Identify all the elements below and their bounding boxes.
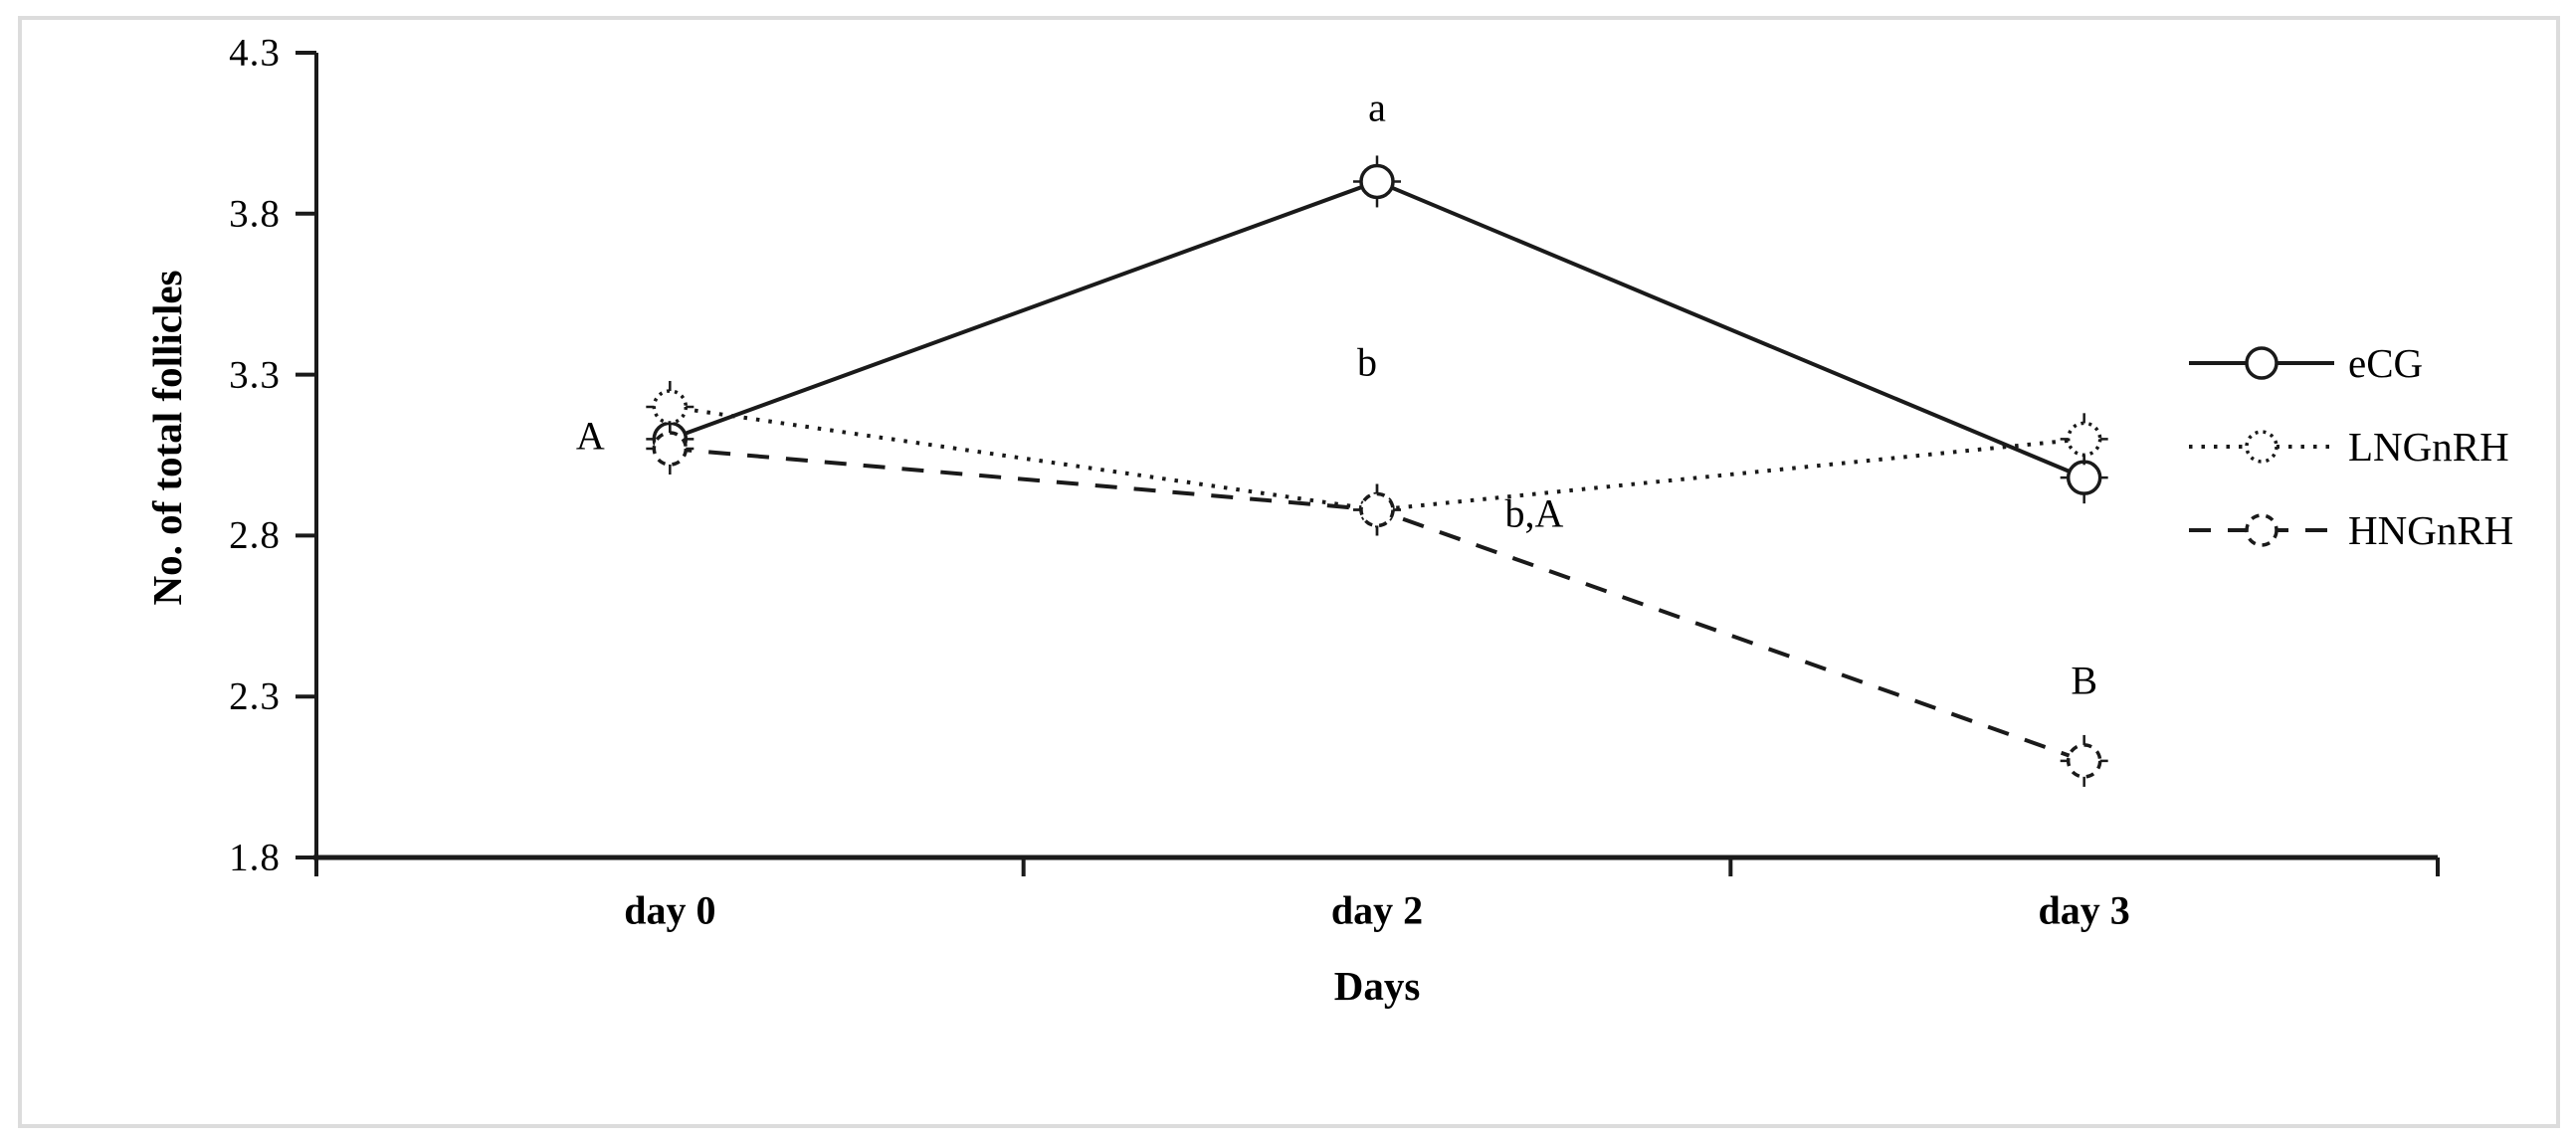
legend-sample-dashed-line-icon (2189, 513, 2334, 547)
x-axis-title: Days (1333, 963, 1421, 1009)
y-axis-title: No. of total follicles (144, 270, 190, 606)
annotation-A: A (575, 413, 605, 459)
series-line-ecg (669, 179, 2085, 479)
x-category-label: day 3 (2038, 887, 2130, 933)
data-point-hngnrh (652, 431, 689, 467)
data-point-lngnrh (652, 389, 689, 425)
y-tick-label: 3.8 (229, 192, 281, 236)
y-tick-label: 2.3 (229, 674, 281, 718)
legend-item-lngnrh: LNGnRH (2187, 405, 2513, 488)
data-point-ecg (2066, 460, 2102, 495)
x-category-label: day 0 (624, 887, 716, 933)
annotation-a: a (1368, 85, 1386, 130)
legend-item-ecg: eCG (2187, 321, 2513, 405)
legend-label: eCG (2348, 340, 2424, 386)
legend-label: HNGnRH (2348, 507, 2514, 553)
legend-sample-dotted-line-icon (2189, 430, 2334, 464)
x-category-label: day 2 (1330, 887, 1424, 933)
legend-item-hngnrh: HNGnRH (2187, 488, 2513, 572)
data-point-lngnrh (2066, 421, 2102, 458)
y-tick-label: 4.3 (229, 31, 281, 75)
y-tick-label: 1.8 (229, 836, 281, 879)
series-line-lngnrh (670, 404, 2084, 512)
data-point-ecg (1359, 163, 1395, 200)
data-point-hngnrh (1359, 491, 1395, 528)
legend: eCG LNGnRH HNGnRH (2187, 321, 2513, 572)
data-point-hngnrh (2066, 743, 2102, 779)
legend-sample-solid-line-icon (2189, 346, 2334, 380)
annotation-b: b (1357, 339, 1377, 385)
annotation-bA: b,A (1504, 490, 1564, 536)
y-tick-label: 2.8 (229, 513, 281, 557)
annotation-B: B (2071, 658, 2097, 703)
y-tick-label: 3.3 (229, 353, 281, 397)
legend-label: LNGnRH (2348, 424, 2509, 470)
